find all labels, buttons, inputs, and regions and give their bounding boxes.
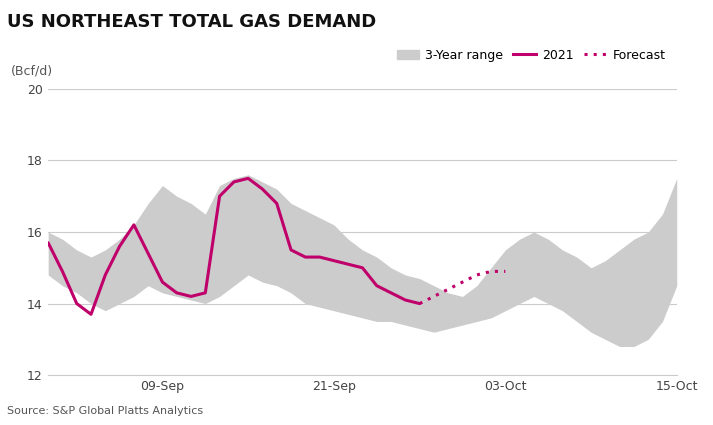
Text: Source: S&P Global Platts Analytics: Source: S&P Global Platts Analytics <box>7 406 203 416</box>
Legend: 3-Year range, 2021, Forecast: 3-Year range, 2021, Forecast <box>391 44 670 67</box>
Text: US NORTHEAST TOTAL GAS DEMAND: US NORTHEAST TOTAL GAS DEMAND <box>7 13 376 31</box>
Text: (Bcf/d): (Bcf/d) <box>11 65 53 77</box>
